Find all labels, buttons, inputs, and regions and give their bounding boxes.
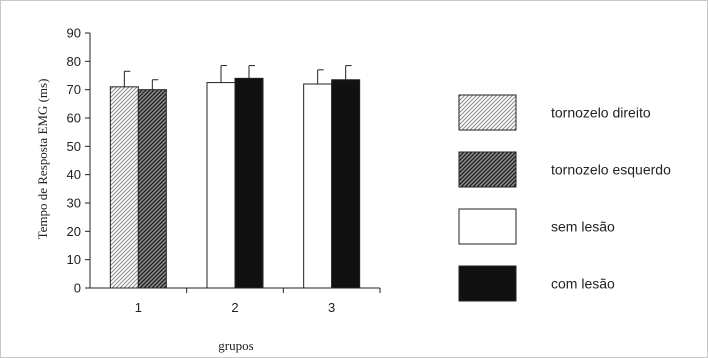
y-tick-label: 20: [67, 224, 81, 239]
y-tick-label: 0: [74, 281, 81, 296]
y-tick-label: 90: [67, 26, 81, 41]
y-tick-label: 80: [67, 54, 81, 69]
x-tick-label: 2: [231, 300, 238, 315]
y-tick-label: 70: [67, 82, 81, 97]
bar: [234, 77, 264, 289]
legend-label: sem lesão: [551, 219, 615, 235]
y-tick-label: 30: [67, 196, 81, 211]
legend-label: com lesão: [551, 276, 615, 292]
legend-swatch: [458, 151, 517, 188]
x-tick-label: 3: [328, 300, 335, 315]
legend-swatch: [458, 265, 517, 302]
y-tick-label: 40: [67, 167, 81, 182]
legend: tornozelo direito tornozelo esquerdo sem l…: [458, 94, 671, 302]
bar: [137, 89, 167, 289]
bar: [206, 82, 236, 289]
legend-swatch: [458, 94, 517, 131]
legend-label: tornozelo esquerdo: [551, 162, 671, 178]
y-axis-title: Tempo de Resposta EMG (ms): [35, 79, 50, 240]
bar: [331, 79, 361, 289]
bar: [303, 83, 333, 289]
x-axis-title: grupos: [218, 338, 253, 353]
bar: [109, 86, 139, 289]
legend-swatch: [458, 208, 517, 245]
legend-label: tornozelo direito: [551, 105, 651, 121]
y-tick-label: 10: [67, 252, 81, 267]
x-tick-label: 1: [135, 300, 142, 315]
y-tick-label: 50: [67, 139, 81, 154]
y-tick-label: 60: [67, 111, 81, 126]
